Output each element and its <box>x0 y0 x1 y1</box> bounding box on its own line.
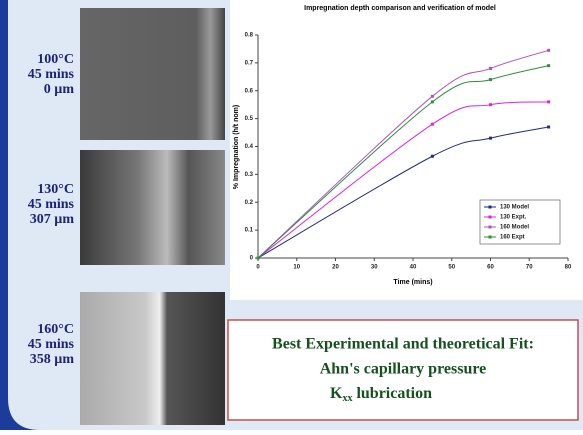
y-tick-label: 0.5 <box>245 116 254 122</box>
point <box>257 257 260 260</box>
x-axis-label: Time (mins) <box>393 279 432 286</box>
point <box>489 137 492 140</box>
legend-label: 130 Expt. <box>500 215 527 221</box>
point <box>431 95 434 98</box>
condition-label: 45 mins <box>28 67 75 82</box>
condition-label: 160°C <box>37 322 74 337</box>
condition-label: 100°C <box>37 52 74 67</box>
point <box>431 123 434 126</box>
x-tick-label: 70 <box>526 265 533 271</box>
y-axis-label: % Impregnation (h/t nom) <box>233 105 240 189</box>
x-tick-label: 60 <box>487 265 494 271</box>
x-tick-label: 80 <box>565 265 572 271</box>
condition-label: 358 µm <box>30 352 75 367</box>
chart-title: Impregnation depth comparison and verifi… <box>304 5 496 12</box>
subscript: xx <box>342 393 352 404</box>
point <box>431 155 434 158</box>
legend-marker <box>489 216 492 219</box>
x-tick-label: 10 <box>293 265 300 271</box>
y-tick-label: 0.1 <box>245 228 254 234</box>
point <box>489 67 492 70</box>
legend-label: 160 Model <box>500 225 529 231</box>
micrograph <box>80 8 225 140</box>
symbol: K <box>330 385 343 402</box>
y-tick-label: 0.7 <box>245 60 254 66</box>
condition-label: 130°C <box>37 182 74 197</box>
legend-marker <box>489 226 492 229</box>
y-tick-label: 0.8 <box>245 33 254 39</box>
x-tick-label: 20 <box>332 265 339 271</box>
y-tick-label: 0.3 <box>245 172 254 178</box>
legend-label: 130 Model <box>500 205 529 211</box>
condition-label: 45 mins <box>28 337 75 352</box>
condition-label: 0 µm <box>44 82 75 97</box>
y-tick-label: 0.2 <box>245 200 254 206</box>
micrograph <box>80 150 225 265</box>
y-tick-label: 0.6 <box>245 88 254 94</box>
point <box>547 100 550 103</box>
x-tick-label: 40 <box>410 265 417 271</box>
slide: Best Experimental and theoretical Fit: A… <box>0 0 583 430</box>
point <box>489 78 492 81</box>
fit-line: Ahn's capillary pressure <box>320 361 487 378</box>
fit-title: Best Experimental and theoretical Fit: <box>272 336 534 353</box>
legend-marker <box>489 206 492 209</box>
x-tick-label: 50 <box>448 265 455 271</box>
point <box>431 100 434 103</box>
point <box>547 49 550 52</box>
chart-area <box>230 0 583 300</box>
text: lubrication <box>356 385 432 402</box>
condition-label: 307 µm <box>30 212 75 227</box>
legend-label: 160 Expt <box>500 235 525 241</box>
legend-marker <box>489 236 492 239</box>
point <box>547 64 550 67</box>
condition-label: 45 mins <box>28 197 75 212</box>
y-tick-label: 0.4 <box>245 144 254 150</box>
micrograph <box>80 292 225 425</box>
point <box>547 125 550 128</box>
x-tick-label: 30 <box>371 265 378 271</box>
point <box>489 103 492 106</box>
